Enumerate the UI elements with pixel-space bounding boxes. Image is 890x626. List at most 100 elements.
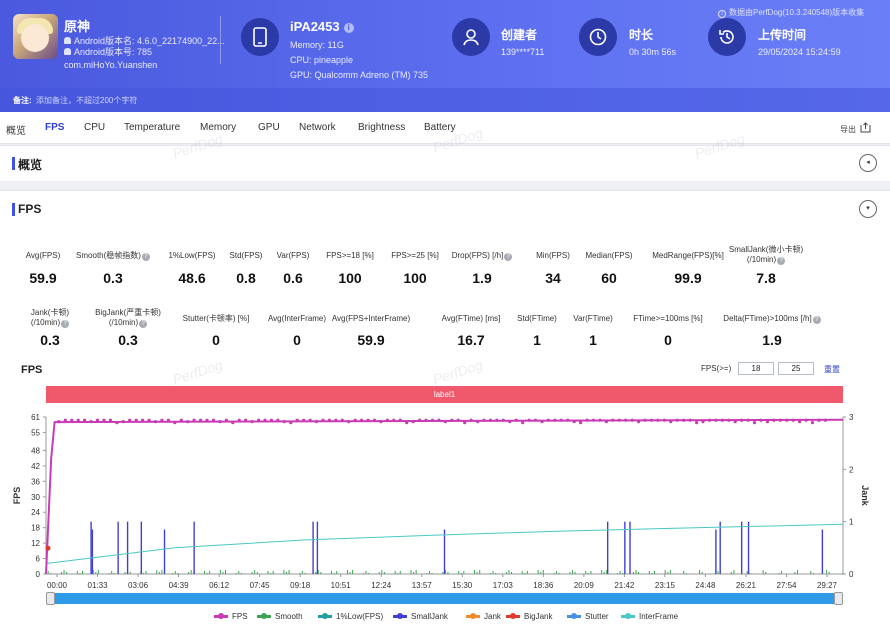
overview-panel bbox=[0, 145, 890, 181]
legend-item[interactable]: BigJank bbox=[506, 611, 552, 621]
export-button[interactable]: 导出 bbox=[840, 125, 856, 134]
metric-value: 100 bbox=[403, 270, 427, 286]
legend-swatch bbox=[318, 612, 332, 619]
tab-memory[interactable]: Memory bbox=[200, 122, 237, 133]
legend-item[interactable]: 1%Low(FPS) bbox=[318, 611, 383, 621]
fps-point bbox=[276, 418, 280, 422]
legend-item[interactable]: InterFrame bbox=[621, 611, 678, 621]
fps-point bbox=[360, 418, 364, 422]
help-icon[interactable]: ? bbox=[812, 316, 821, 324]
fps-point bbox=[810, 421, 815, 425]
upload-title: 上传时间 bbox=[758, 28, 807, 42]
fps-point bbox=[76, 418, 80, 422]
x-tick-label: 00:00 bbox=[47, 581, 68, 590]
fps-point bbox=[521, 421, 525, 425]
time-range-slider[interactable] bbox=[46, 593, 843, 604]
device-gpu: GPU: Qualcomm Adreno (TM) 735 bbox=[290, 70, 429, 80]
fps-point bbox=[121, 420, 125, 424]
y-tick-label: 30 bbox=[31, 493, 40, 502]
metric-label: Jank(卡顿) (/10min)? bbox=[30, 308, 70, 328]
fps-point bbox=[720, 418, 724, 422]
export-icon[interactable] bbox=[860, 122, 871, 133]
reset-button[interactable]: 重置 bbox=[824, 365, 840, 374]
fps-point bbox=[392, 418, 396, 422]
note-bar bbox=[0, 88, 890, 112]
fps-point bbox=[70, 418, 74, 422]
help-icon[interactable]: ? bbox=[139, 320, 148, 328]
y-tick-label: 6 bbox=[36, 555, 41, 564]
fps-point bbox=[186, 420, 190, 424]
fps-point bbox=[463, 421, 467, 425]
legend-item[interactable]: Smooth bbox=[257, 611, 303, 621]
fps-point bbox=[733, 420, 737, 424]
legend-item[interactable]: SmallJank bbox=[393, 611, 448, 621]
help-icon[interactable]: ? bbox=[141, 253, 150, 261]
legend-item[interactable]: FPS bbox=[214, 611, 248, 621]
fps-point bbox=[611, 418, 615, 422]
metric-value: 1 bbox=[533, 332, 541, 348]
fps-toggle-icon[interactable]: ▾ bbox=[859, 200, 877, 218]
history-icon bbox=[708, 18, 746, 56]
creator-value: 139****711 bbox=[501, 47, 545, 57]
x-tick-label: 09:18 bbox=[290, 581, 311, 590]
help-icon[interactable]: ? bbox=[61, 320, 70, 328]
fps-point bbox=[334, 418, 338, 422]
metric-value: 0 bbox=[664, 332, 672, 348]
fps-point bbox=[430, 418, 435, 422]
fps-point bbox=[134, 418, 138, 422]
fps-point bbox=[327, 418, 331, 422]
fps-gate-input-2[interactable]: 25 bbox=[778, 362, 814, 375]
fps-point bbox=[166, 418, 170, 422]
fps-point bbox=[675, 418, 679, 422]
overview-toggle-icon[interactable]: ◂ bbox=[859, 154, 877, 172]
tab-battery[interactable]: Battery bbox=[424, 122, 456, 133]
fps-point bbox=[791, 418, 795, 422]
clock-icon bbox=[579, 18, 617, 56]
y-tick-label: 24 bbox=[31, 508, 40, 517]
fps-point bbox=[153, 420, 158, 424]
fps-gate-input-1[interactable]: 18 bbox=[738, 362, 774, 375]
tab-temperature[interactable]: Temperature bbox=[124, 122, 181, 133]
help-icon[interactable]: ? bbox=[504, 253, 513, 261]
fps-point bbox=[372, 418, 377, 422]
legend-swatch bbox=[257, 612, 271, 619]
info-icon[interactable]: i bbox=[343, 23, 354, 33]
note-input[interactable]: 添加备注，不超过200个字符 bbox=[36, 96, 138, 105]
marker-label-bar[interactable]: label1 bbox=[46, 386, 843, 403]
y2-tick-label: 2 bbox=[849, 465, 854, 474]
fps-point bbox=[141, 418, 145, 422]
tab-fps[interactable]: FPS bbox=[45, 122, 65, 133]
tab-brightness[interactable]: Brightness bbox=[358, 122, 406, 133]
metric-value: 0.6 bbox=[283, 270, 303, 286]
fps-point bbox=[649, 418, 654, 422]
x-tick-label: 06:12 bbox=[209, 581, 230, 590]
fps-point bbox=[179, 418, 183, 422]
tab-gpu[interactable]: GPU bbox=[258, 122, 280, 133]
metric-label: Drop(FPS) [/h]? bbox=[422, 251, 542, 261]
slider-handle-right[interactable] bbox=[834, 592, 843, 605]
legend-label: Smooth bbox=[275, 611, 303, 621]
slider-handle-left[interactable] bbox=[46, 592, 55, 605]
metric-value: 0.3 bbox=[118, 332, 138, 348]
legend-item[interactable]: Stutter bbox=[567, 611, 609, 621]
metric-value: 0.3 bbox=[103, 270, 123, 286]
help-icon[interactable]: ? bbox=[777, 257, 786, 265]
duration-title: 时长 bbox=[629, 28, 654, 42]
fps-point bbox=[308, 418, 312, 422]
phone-icon bbox=[241, 18, 279, 56]
legend-item[interactable]: Jank bbox=[466, 611, 501, 621]
legend-label: Stutter bbox=[585, 611, 609, 621]
tab-network[interactable]: Network bbox=[299, 122, 336, 133]
tab-overview[interactable]: 概览 bbox=[6, 126, 26, 137]
fps-point bbox=[604, 420, 609, 424]
y-tick-label: 0 bbox=[36, 570, 41, 579]
tab-bar: 概览 FPS CPU Temperature Memory GPU Networ… bbox=[0, 112, 890, 144]
metric-value: 0 bbox=[212, 332, 220, 348]
app-version-name: Android版本名: 4.6.0_22174900_22... bbox=[74, 36, 225, 46]
fps-point bbox=[688, 418, 692, 422]
fps-point bbox=[218, 420, 222, 424]
metric-label: Avg(FPS+InterFrame) bbox=[331, 314, 411, 323]
fps-point bbox=[669, 420, 673, 424]
tab-cpu[interactable]: CPU bbox=[84, 122, 106, 133]
metric-label: Std(FPS) bbox=[229, 251, 263, 260]
